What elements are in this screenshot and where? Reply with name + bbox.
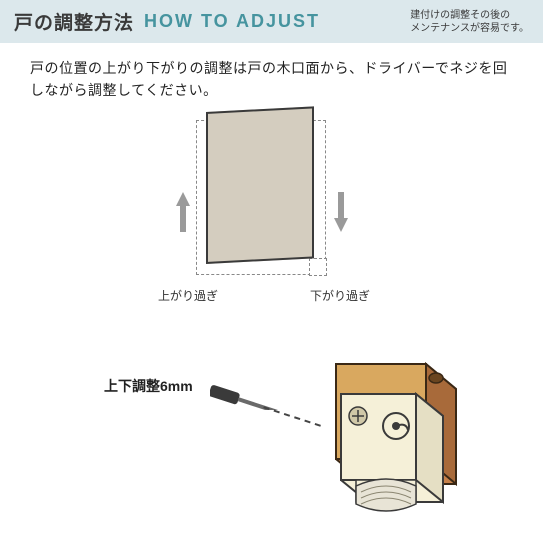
label-too-low: 下がり過ぎ xyxy=(310,287,370,304)
door-illustration xyxy=(196,112,326,282)
body-text: 戸の位置の上がり下がりの調整は戸の木口面から、ドライバーでネジを回しながら調整し… xyxy=(0,43,543,112)
arrow-down-icon xyxy=(334,192,348,232)
door-position-diagram: 上がり過ぎ 下がり過ぎ xyxy=(0,112,543,342)
subtitle-line-1: 建付けの調整その後の xyxy=(410,9,529,22)
door-panel xyxy=(206,106,314,264)
door-dashed-corner xyxy=(309,258,327,276)
roller-housing-icon xyxy=(296,354,466,524)
arrow-up-icon xyxy=(176,192,190,232)
header-subtitle: 建付けの調整その後の メンテナンスが容易です。 xyxy=(410,9,529,35)
subtitle-line-2: メンテナンスが容易です。 xyxy=(410,22,529,35)
adjustment-mechanism-diagram: 上下調整6mm xyxy=(0,342,543,532)
title-en: HOW TO ADJUST xyxy=(144,11,320,32)
label-too-high: 上がり過ぎ xyxy=(158,287,218,304)
header-bar: 戸の調整方法 HOW TO ADJUST 建付けの調整その後の メンテナンスが容… xyxy=(0,0,543,43)
title-jp: 戸の調整方法 xyxy=(14,8,134,35)
adjust-label: 上下調整6mm xyxy=(104,376,193,396)
